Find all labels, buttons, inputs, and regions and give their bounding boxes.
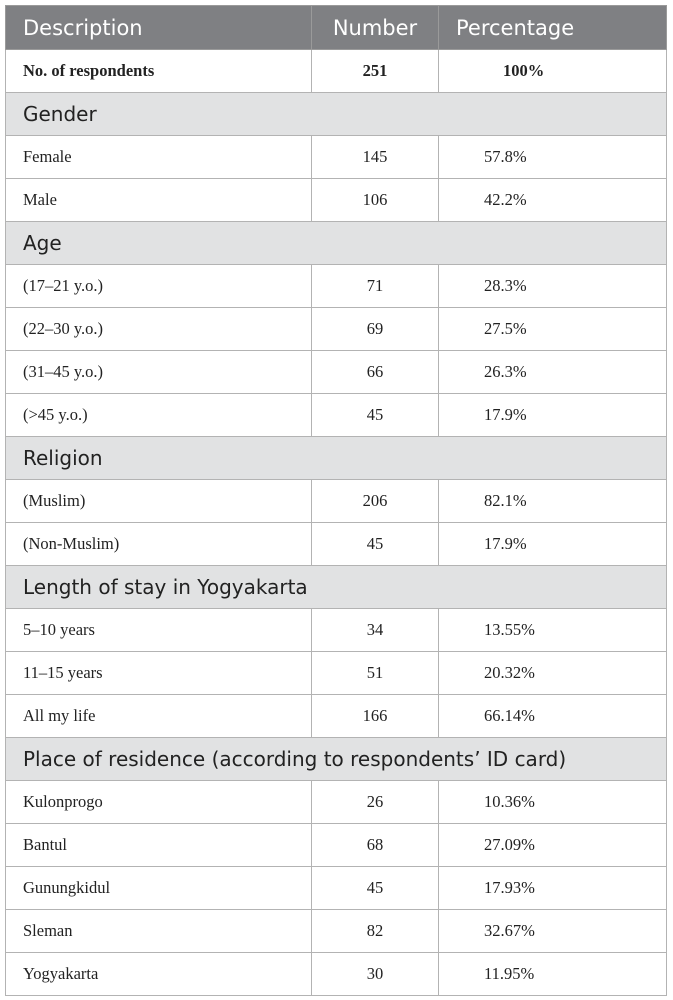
table-row: Female 145 57.8%	[5, 135, 667, 179]
row-number: 26	[311, 780, 439, 824]
row-percentage: 20.32%	[438, 651, 667, 695]
section-header-row: Place of residence (according to respond…	[5, 737, 667, 781]
row-description: (31–45 y.o.)	[5, 350, 312, 394]
row-description: Bantul	[5, 823, 312, 867]
table-row: Sleman 82 32.67%	[5, 909, 667, 953]
row-description: 5–10 years	[5, 608, 312, 652]
row-number: 68	[311, 823, 439, 867]
section-title: Length of stay in Yogyakarta	[5, 565, 667, 609]
row-percentage: 42.2%	[438, 178, 667, 222]
header-row: Description Number Percentage	[5, 5, 667, 50]
table-row: (22–30 y.o.) 69 27.5%	[5, 307, 667, 351]
total-percentage: 100%	[438, 49, 667, 93]
table-row: (>45 y.o.) 45 17.9%	[5, 393, 667, 437]
section-header-row: Religion	[5, 436, 667, 480]
row-percentage: 17.9%	[438, 393, 667, 437]
row-number: 166	[311, 694, 439, 738]
section-header-row: Length of stay in Yogyakarta	[5, 565, 667, 609]
respondents-table: Description Number Percentage No. of res…	[5, 5, 667, 996]
row-number: 30	[311, 952, 439, 996]
row-number: 45	[311, 393, 439, 437]
row-percentage: 26.3%	[438, 350, 667, 394]
row-percentage: 17.93%	[438, 866, 667, 910]
row-description: Male	[5, 178, 312, 222]
section-header-row: Age	[5, 221, 667, 265]
row-number: 106	[311, 178, 439, 222]
row-percentage: 27.5%	[438, 307, 667, 351]
row-description: (>45 y.o.)	[5, 393, 312, 437]
table-row: (Non-Muslim) 45 17.9%	[5, 522, 667, 566]
row-percentage: 27.09%	[438, 823, 667, 867]
row-percentage: 17.9%	[438, 522, 667, 566]
table-row: 11–15 years 51 20.32%	[5, 651, 667, 695]
row-description: (Non-Muslim)	[5, 522, 312, 566]
row-description: (Muslim)	[5, 479, 312, 523]
row-description: Kulonprogo	[5, 780, 312, 824]
table-row: Kulonprogo 26 10.36%	[5, 780, 667, 824]
row-percentage: 11.95%	[438, 952, 667, 996]
row-percentage: 66.14%	[438, 694, 667, 738]
table-row: Gunungkidul 45 17.93%	[5, 866, 667, 910]
row-number: 71	[311, 264, 439, 308]
table-row: Male 106 42.2%	[5, 178, 667, 222]
row-number: 206	[311, 479, 439, 523]
row-number: 51	[311, 651, 439, 695]
row-percentage: 82.1%	[438, 479, 667, 523]
row-number: 145	[311, 135, 439, 179]
row-number: 45	[311, 866, 439, 910]
section-title: Age	[5, 221, 667, 265]
row-description: Sleman	[5, 909, 312, 953]
row-percentage: 28.3%	[438, 264, 667, 308]
table-row: (Muslim) 206 82.1%	[5, 479, 667, 523]
table-row: Bantul 68 27.09%	[5, 823, 667, 867]
row-number: 69	[311, 307, 439, 351]
row-description: Female	[5, 135, 312, 179]
row-description: Yogyakarta	[5, 952, 312, 996]
total-label: No. of respondents	[5, 49, 312, 93]
row-description: (22–30 y.o.)	[5, 307, 312, 351]
row-percentage: 10.36%	[438, 780, 667, 824]
header-description: Description	[5, 5, 312, 50]
section-title: Gender	[5, 92, 667, 136]
header-number: Number	[311, 5, 439, 50]
total-row: No. of respondents 251 100%	[5, 49, 667, 93]
section-title: Place of residence (according to respond…	[5, 737, 667, 781]
section-title: Religion	[5, 436, 667, 480]
header-percentage: Percentage	[438, 5, 667, 50]
row-percentage: 32.67%	[438, 909, 667, 953]
row-percentage: 57.8%	[438, 135, 667, 179]
table-row: (31–45 y.o.) 66 26.3%	[5, 350, 667, 394]
row-description: Gunungkidul	[5, 866, 312, 910]
table-row: All my life 166 66.14%	[5, 694, 667, 738]
row-description: (17–21 y.o.)	[5, 264, 312, 308]
row-number: 66	[311, 350, 439, 394]
table-row: Yogyakarta 30 11.95%	[5, 952, 667, 996]
section-header-row: Gender	[5, 92, 667, 136]
row-percentage: 13.55%	[438, 608, 667, 652]
row-description: All my life	[5, 694, 312, 738]
table-row: 5–10 years 34 13.55%	[5, 608, 667, 652]
row-number: 82	[311, 909, 439, 953]
table-row: (17–21 y.o.) 71 28.3%	[5, 264, 667, 308]
row-description: 11–15 years	[5, 651, 312, 695]
row-number: 45	[311, 522, 439, 566]
total-number: 251	[311, 49, 439, 93]
row-number: 34	[311, 608, 439, 652]
